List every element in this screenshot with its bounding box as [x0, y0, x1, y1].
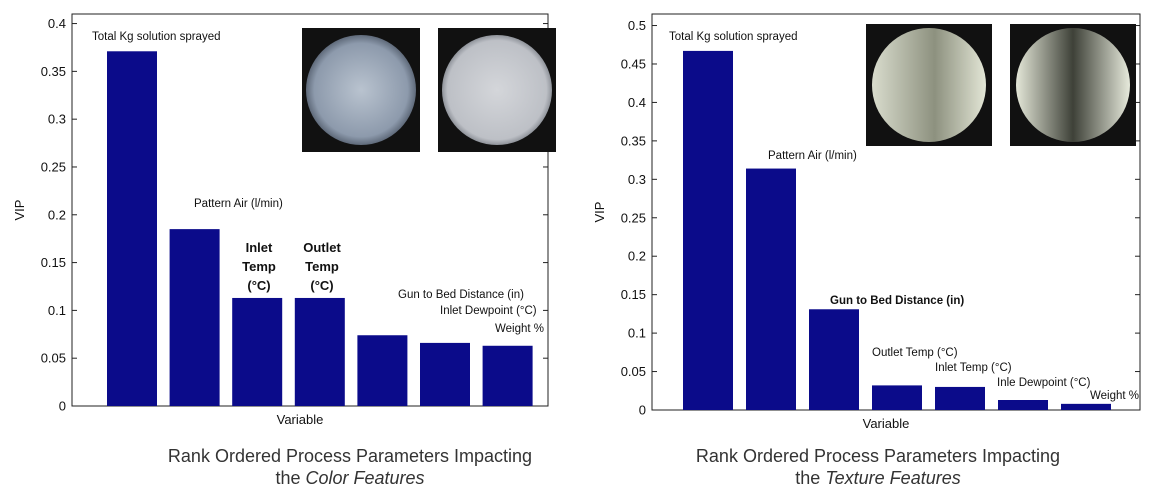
bar-annotation: Outlet Temp (°C): [303, 240, 341, 293]
bar-annotation: Total Kg solution sprayed: [92, 31, 221, 43]
y-tick-label: 0.1: [48, 303, 66, 318]
y-tick-label: 0.15: [621, 287, 646, 302]
y-tick-label: 0.25: [621, 210, 646, 225]
bar-annotation: Inlet Temp (°C): [242, 240, 276, 293]
sample-tablet: [442, 35, 552, 145]
caption: Rank Ordered Process Parameters Impactin…: [168, 446, 532, 466]
caption: Rank Ordered Process Parameters Impactin…: [696, 446, 1060, 466]
bar: [809, 309, 859, 410]
y-tick-label: 0: [59, 399, 66, 414]
sample-tablet: [306, 35, 416, 145]
y-tick-label: 0.05: [621, 364, 646, 379]
bar-annotation: Outlet Temp (°C): [872, 347, 958, 359]
bar-annotation: Total Kg solution sprayed: [669, 31, 798, 43]
caption-prefix: the: [795, 468, 820, 488]
y-tick-label: 0.05: [41, 351, 66, 366]
y-axis-label: VIP: [592, 202, 607, 223]
bar-annotation: Gun to Bed Distance (in): [830, 295, 965, 307]
bar: [420, 342, 470, 406]
bar: [107, 51, 157, 406]
y-tick-label: 0.35: [41, 64, 66, 79]
bar: [872, 385, 922, 410]
bar: [683, 50, 733, 410]
y-tick-label: 0.5: [628, 18, 646, 33]
y-tick-label: 0.45: [621, 56, 646, 71]
caption-emphasis: Texture Features: [825, 468, 960, 488]
bar: [232, 297, 283, 406]
bar: [169, 229, 220, 406]
sample-tablet: [872, 28, 986, 142]
y-tick-label: 0: [639, 403, 646, 418]
bar: [935, 386, 985, 410]
bar-annotation: Gun to Bed Distance (in): [398, 289, 524, 301]
y-tick-label: 0.4: [48, 16, 66, 31]
caption-line2: the Color Features: [275, 468, 424, 488]
bar-annotation: Weight %: [495, 323, 545, 335]
y-tick-label: 0.3: [48, 112, 66, 127]
bar: [1061, 403, 1111, 410]
bar: [357, 335, 408, 406]
caption-prefix: the: [275, 468, 300, 488]
y-tick-label: 0.15: [41, 255, 66, 270]
bar: [998, 400, 1048, 410]
bar-annotation: Inle Dewpoint (°C): [997, 377, 1091, 389]
bar-annotation: Inlet Dewpoint (°C): [440, 305, 537, 317]
caption-line2: the Texture Features: [795, 468, 960, 488]
y-tick-label: 0.2: [48, 207, 66, 222]
y-tick-label: 0.1: [628, 326, 646, 341]
y-tick-label: 0.25: [41, 159, 66, 174]
bar-annotation: Pattern Air (l/min): [768, 150, 857, 162]
y-axis-label: VIP: [12, 200, 27, 221]
y-tick-label: 0.35: [621, 133, 646, 148]
y-tick-label: 0.3: [628, 172, 646, 187]
y-tick-label: 0.4: [628, 95, 646, 110]
bar: [294, 297, 345, 406]
x-axis-label: Variable: [863, 416, 910, 431]
bar: [482, 345, 533, 406]
y-tick-label: 0.2: [628, 249, 646, 264]
sample-tablet: [1016, 28, 1130, 142]
caption-emphasis: Color Features: [305, 468, 424, 488]
bar-annotation: Pattern Air (l/min): [194, 198, 283, 210]
x-axis-label: Variable: [277, 412, 324, 427]
bar-annotation: Inlet Temp (°C): [935, 362, 1012, 374]
bar: [746, 168, 796, 410]
bar-annotation: Weight %: [1090, 390, 1140, 402]
